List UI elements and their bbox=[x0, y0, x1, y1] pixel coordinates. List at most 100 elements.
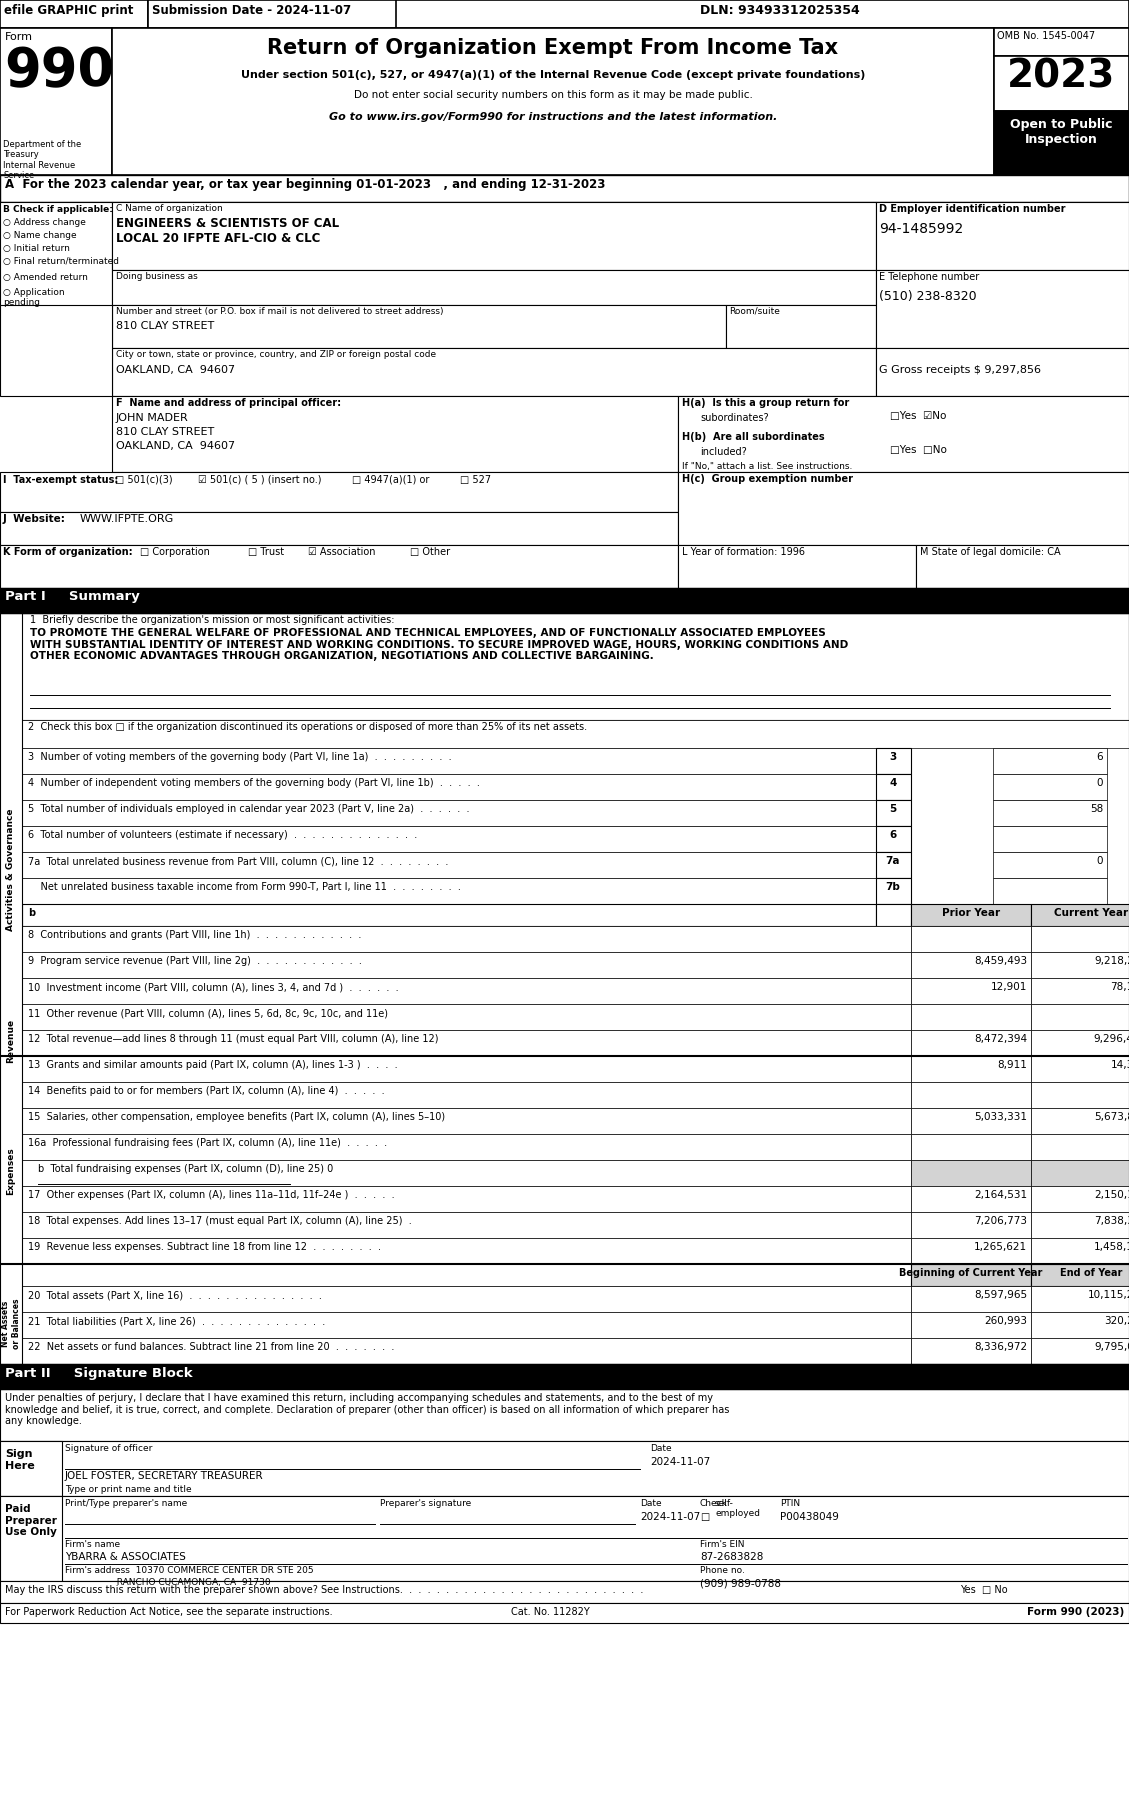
Bar bbox=[0, 1604, 1129, 1624]
Bar bbox=[21, 1186, 911, 1213]
Text: 4  Number of independent voting members of the governing body (Part VI, line 1b): 4 Number of independent voting members o… bbox=[28, 778, 480, 787]
Text: Under penalties of perjury, I declare that I have examined this return, includin: Under penalties of perjury, I declare th… bbox=[5, 1393, 729, 1425]
Text: Expenses: Expenses bbox=[7, 1148, 16, 1195]
Text: Paid
Preparer
Use Only: Paid Preparer Use Only bbox=[5, 1505, 56, 1537]
Bar bbox=[0, 1442, 1129, 1496]
Text: 6  Total number of volunteers (estimate if necessary)  .  .  .  .  .  .  .  .  .: 6 Total number of volunteers (estimate i… bbox=[28, 831, 418, 840]
Bar bbox=[21, 1133, 911, 1160]
Bar bbox=[1031, 1238, 1129, 1263]
Bar bbox=[911, 1287, 1031, 1312]
Bar bbox=[112, 202, 876, 270]
Text: 9  Program service revenue (Part VIII, line 2g)  .  .  .  .  .  .  .  .  .  .  .: 9 Program service revenue (Part VIII, li… bbox=[28, 957, 362, 966]
Text: 8,336,972: 8,336,972 bbox=[974, 1342, 1027, 1352]
Text: 94-1485992: 94-1485992 bbox=[879, 222, 963, 236]
Text: Net Assets
or Balances: Net Assets or Balances bbox=[1, 1299, 20, 1350]
Text: ○ Final return/terminated: ○ Final return/terminated bbox=[3, 258, 119, 267]
Text: 8,459,493: 8,459,493 bbox=[974, 957, 1027, 966]
Text: 10,115,297: 10,115,297 bbox=[1087, 1290, 1129, 1299]
Bar bbox=[726, 305, 876, 348]
Text: 0: 0 bbox=[1096, 778, 1103, 787]
Bar bbox=[1031, 926, 1129, 951]
Text: ○ Amended return: ○ Amended return bbox=[3, 272, 88, 281]
Text: P00438049: P00438049 bbox=[780, 1512, 839, 1523]
Bar bbox=[0, 305, 112, 396]
Bar bbox=[876, 852, 911, 878]
Bar bbox=[1031, 1312, 1129, 1339]
Bar bbox=[0, 29, 112, 175]
Bar bbox=[911, 1160, 1031, 1186]
Bar bbox=[21, 1287, 911, 1312]
Bar bbox=[911, 1186, 1031, 1213]
Text: Room/suite: Room/suite bbox=[729, 306, 780, 315]
Text: F  Name and address of principal officer:: F Name and address of principal officer: bbox=[116, 398, 341, 407]
Bar bbox=[911, 1263, 1031, 1287]
Text: 2,164,531: 2,164,531 bbox=[974, 1189, 1027, 1200]
Text: Check: Check bbox=[700, 1499, 728, 1508]
Text: Phone no.: Phone no. bbox=[700, 1566, 745, 1575]
Text: 14,305: 14,305 bbox=[1111, 1060, 1129, 1070]
Text: H(b)  Are all subordinates: H(b) Are all subordinates bbox=[682, 432, 824, 441]
Bar bbox=[911, 951, 1031, 978]
Text: 8,911: 8,911 bbox=[997, 1060, 1027, 1070]
Text: employed: employed bbox=[715, 1508, 760, 1517]
Text: ○ Address change: ○ Address change bbox=[3, 218, 86, 227]
Text: K Form of organization:: K Form of organization: bbox=[3, 548, 132, 557]
Bar bbox=[1031, 1287, 1129, 1312]
Bar bbox=[911, 1312, 1031, 1339]
Text: 16a  Professional fundraising fees (Part IX, column (A), line 11e)  .  .  .  .  : 16a Professional fundraising fees (Part … bbox=[28, 1139, 387, 1148]
Bar bbox=[1031, 905, 1129, 926]
Text: 21  Total liabilities (Part X, line 26)  .  .  .  .  .  .  .  .  .  .  .  .  .  : 21 Total liabilities (Part X, line 26) .… bbox=[28, 1315, 325, 1326]
Bar bbox=[911, 1238, 1031, 1263]
Bar bbox=[1031, 1263, 1129, 1287]
Text: OAKLAND, CA  94607: OAKLAND, CA 94607 bbox=[116, 366, 235, 375]
Text: M State of legal domicile: CA: M State of legal domicile: CA bbox=[920, 548, 1060, 557]
Text: (909) 989-0788: (909) 989-0788 bbox=[700, 1579, 781, 1588]
Text: 5  Total number of individuals employed in calendar year 2023 (Part V, line 2a) : 5 Total number of individuals employed i… bbox=[28, 804, 470, 815]
Bar bbox=[0, 1442, 62, 1496]
Text: self-: self- bbox=[715, 1499, 734, 1508]
Text: End of Year: End of Year bbox=[1060, 1269, 1122, 1278]
Bar bbox=[21, 1108, 911, 1133]
Bar bbox=[21, 825, 876, 852]
Text: 9,795,076: 9,795,076 bbox=[1094, 1342, 1129, 1352]
Text: □ Corporation: □ Corporation bbox=[140, 548, 210, 557]
Bar bbox=[911, 1108, 1031, 1133]
Text: (510) 238-8320: (510) 238-8320 bbox=[879, 290, 977, 303]
Bar bbox=[911, 926, 1031, 951]
Text: Submission Date - 2024-11-07: Submission Date - 2024-11-07 bbox=[152, 4, 351, 16]
Bar bbox=[911, 978, 1031, 1004]
Text: □ 4947(a)(1) or: □ 4947(a)(1) or bbox=[352, 476, 429, 485]
Text: b  Total fundraising expenses (Part IX, column (D), line 25) 0: b Total fundraising expenses (Part IX, c… bbox=[38, 1164, 333, 1173]
Bar bbox=[0, 175, 1129, 202]
Text: OAKLAND, CA  94607: OAKLAND, CA 94607 bbox=[116, 441, 235, 450]
Text: If "No," attach a list. See instructions.: If "No," attach a list. See instructions… bbox=[682, 461, 852, 470]
Text: Part II     Signature Block: Part II Signature Block bbox=[5, 1368, 193, 1380]
Text: 19  Revenue less expenses. Subtract line 18 from line 12  .  .  .  .  .  .  .  .: 19 Revenue less expenses. Subtract line … bbox=[28, 1242, 380, 1252]
Bar bbox=[0, 202, 112, 341]
Text: 9,296,452: 9,296,452 bbox=[1094, 1034, 1129, 1043]
Text: 810 CLAY STREET: 810 CLAY STREET bbox=[116, 321, 215, 332]
Text: Revenue: Revenue bbox=[7, 1018, 16, 1063]
Text: DLN: 93493312025354: DLN: 93493312025354 bbox=[700, 4, 860, 16]
Bar bbox=[0, 1364, 1129, 1389]
Text: C Name of organization: C Name of organization bbox=[116, 204, 222, 213]
Text: 4: 4 bbox=[890, 778, 896, 787]
Text: 7,838,348: 7,838,348 bbox=[1094, 1216, 1129, 1225]
Text: 1,458,104: 1,458,104 bbox=[1094, 1242, 1129, 1252]
Bar bbox=[112, 396, 679, 472]
Bar bbox=[21, 878, 876, 905]
Text: □ Trust: □ Trust bbox=[248, 548, 285, 557]
Text: 20  Total assets (Part X, line 16)  .  .  .  .  .  .  .  .  .  .  .  .  .  .  .: 20 Total assets (Part X, line 16) . . . … bbox=[28, 1290, 322, 1299]
Text: Sign
Here: Sign Here bbox=[5, 1449, 35, 1470]
Bar bbox=[1031, 1081, 1129, 1108]
Text: 2  Check this box □ if the organization discontinued its operations or disposed : 2 Check this box □ if the organization d… bbox=[28, 723, 587, 732]
Text: For Paperwork Reduction Act Notice, see the separate instructions.: For Paperwork Reduction Act Notice, see … bbox=[5, 1607, 333, 1616]
Text: 13  Grants and similar amounts paid (Part IX, column (A), lines 1-3 )  .  .  .  : 13 Grants and similar amounts paid (Part… bbox=[28, 1060, 397, 1070]
Bar bbox=[21, 775, 876, 800]
Bar bbox=[994, 29, 1129, 56]
Text: Net unrelated business taxable income from Form 990-T, Part I, line 11  .  .  . : Net unrelated business taxable income fr… bbox=[28, 881, 461, 892]
Text: 8  Contributions and grants (Part VIII, line 1h)  .  .  .  .  .  .  .  .  .  .  : 8 Contributions and grants (Part VIII, l… bbox=[28, 930, 361, 941]
Bar bbox=[0, 1496, 1129, 1580]
Text: 15  Salaries, other compensation, employee benefits (Part IX, column (A), lines : 15 Salaries, other compensation, employe… bbox=[28, 1112, 445, 1123]
Text: 8,597,965: 8,597,965 bbox=[974, 1290, 1027, 1299]
